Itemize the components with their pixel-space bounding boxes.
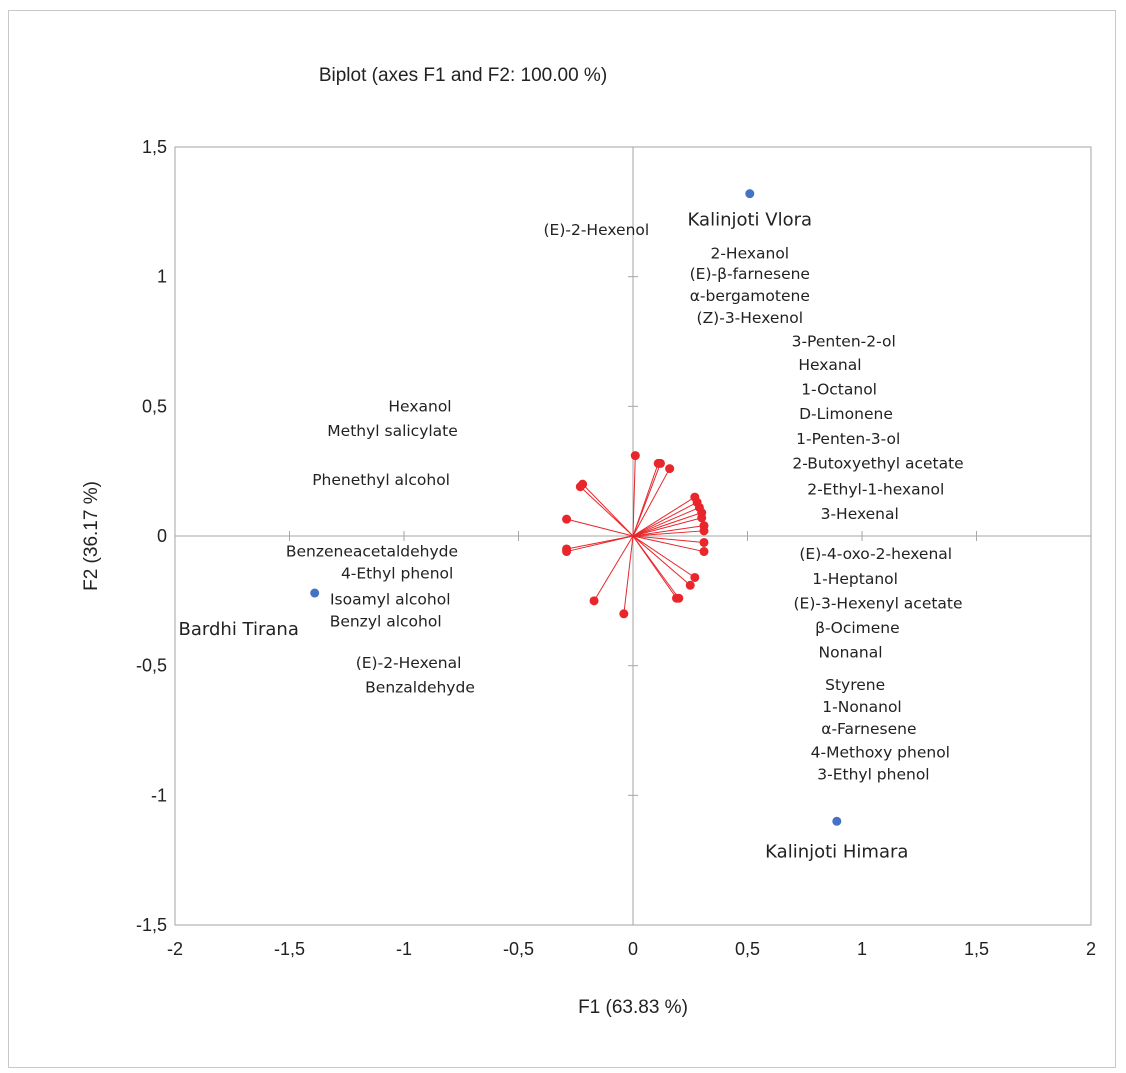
- variable-label: 3-Penten-2-ol: [792, 333, 896, 351]
- variable-label: 2-Ethyl-1-hexanol: [807, 480, 944, 498]
- observations-layer: Kalinjoti Vlora Bardhi Tirana Kalinjoti Hi…: [179, 189, 908, 862]
- variable-label: 1-Heptanol: [812, 570, 898, 588]
- variable-point: [589, 596, 599, 606]
- variable-label: (E)-4-oxo-2-hexenal: [799, 545, 952, 563]
- y-tick-label: 1: [157, 267, 167, 287]
- variable-point: [562, 514, 572, 524]
- variable-label: (E)-2-Hexenol: [544, 221, 650, 239]
- variable-label: Benzaldehyde: [365, 679, 475, 697]
- y-tick-label: 0,5: [142, 396, 167, 416]
- variable-vector: [632, 530, 705, 537]
- variable-label: Benzeneacetaldehyde: [286, 543, 458, 561]
- y-tick-label: 0: [157, 526, 167, 546]
- variable-point: [699, 547, 709, 557]
- variable-point: [630, 451, 640, 461]
- chart-frame: Biplot (axes F1 and F2: 100.00 %) -2 -1,5…: [8, 10, 1116, 1068]
- variable-vector: [623, 535, 634, 614]
- x-axis-title: F1 (63.83 %): [578, 997, 688, 1018]
- variable-point: [575, 482, 585, 492]
- variable-label: (E)-2-Hexenal: [356, 654, 462, 672]
- variable-point: [674, 593, 684, 603]
- variable-label: Hexanol: [388, 397, 451, 415]
- observation-label: Kalinjoti Himara: [765, 841, 908, 862]
- variable-point: [619, 609, 629, 619]
- variable-point: [690, 572, 700, 582]
- x-tick-label: -1,5: [274, 939, 305, 959]
- variable-label: Benzyl alcohol: [330, 613, 442, 631]
- x-tick-label: -2: [167, 939, 183, 959]
- variable-vector: [632, 455, 636, 537]
- y-tick-label: 1,5: [142, 137, 167, 157]
- y-tick-label: -0,5: [136, 656, 167, 676]
- variable-label: 1-Octanol: [801, 380, 877, 398]
- x-tick-label: 0: [628, 939, 638, 959]
- observation-point: [745, 189, 755, 199]
- variable-label: 4-Methoxy phenol: [811, 744, 950, 762]
- variable-label: Nonanal: [819, 644, 883, 662]
- variable-vector: [566, 518, 634, 537]
- variable-point: [699, 537, 709, 547]
- variable-label: Hexanal: [798, 356, 861, 374]
- variable-label: β-Ocimene: [815, 619, 900, 637]
- variable-label: 1-Penten-3-ol: [796, 430, 900, 448]
- variable-point: [699, 526, 709, 536]
- variable-vector: [593, 535, 634, 602]
- variable-vector: [632, 535, 705, 553]
- variable-label: 1-Nonanol: [822, 698, 901, 716]
- variable-point: [665, 464, 675, 474]
- variable-label: (Z)-3-Hexenol: [697, 309, 804, 327]
- y-axis-title: F2 (36.17 %): [81, 481, 102, 591]
- variable-label: Styrene: [825, 676, 885, 694]
- variable-label: Isoamyl alcohol: [330, 591, 451, 609]
- variable-label: 2-Hexanol: [710, 244, 789, 262]
- variable-vector: [632, 535, 680, 599]
- variable-vector: [632, 517, 702, 537]
- variable-label: 3-Hexenal: [821, 505, 899, 523]
- chart-title: Biplot (axes F1 and F2: 100.00 %): [319, 65, 607, 86]
- variable-vector: [582, 483, 634, 537]
- variable-label: (E)-β-farnesene: [690, 265, 810, 283]
- variable-vector: [632, 535, 691, 586]
- variable-vector: [579, 486, 634, 537]
- variable-point: [697, 513, 707, 523]
- variable-point: [685, 580, 695, 590]
- variable-vector: [632, 535, 696, 578]
- variable-vector: [632, 496, 696, 537]
- variable-vector: [632, 512, 702, 537]
- variable-vector: [632, 507, 700, 537]
- variable-vector: [632, 463, 661, 537]
- x-tick-label: -0,5: [503, 939, 534, 959]
- variable-label: (E)-3-Hexenyl acetate: [793, 594, 962, 612]
- observation-label: Bardhi Tirana: [179, 619, 299, 640]
- observation-label: Kalinjoti Vlora: [688, 210, 812, 231]
- variable-label: 2-Butoxyethyl acetate: [792, 454, 963, 472]
- variable-labels-layer: (E)-2-Hexenol 2-Hexanol (E)-β-farnesene α-b…: [286, 221, 964, 784]
- x-tick-label: 2: [1086, 939, 1096, 959]
- variable-label: 3-Ethyl phenol: [817, 766, 929, 784]
- x-tick-label: 1,5: [964, 939, 989, 959]
- variable-label: 4-Ethyl phenol: [341, 565, 453, 583]
- variable-label: Phenethyl alcohol: [312, 471, 450, 489]
- variable-label: α-bergamotene: [690, 287, 810, 305]
- observation-point: [832, 816, 842, 826]
- variable-label: Methyl salicylate: [327, 422, 458, 440]
- x-tick-label: 1: [857, 939, 867, 959]
- x-tick-label: -1: [396, 939, 412, 959]
- variable-point: [655, 458, 665, 468]
- variable-vector: [632, 468, 671, 537]
- variable-vector: [632, 525, 705, 537]
- y-tick-label: -1: [151, 785, 167, 805]
- variable-point: [562, 547, 572, 557]
- x-tick-label: 0,5: [735, 939, 760, 959]
- vectors-layer: [562, 451, 709, 619]
- variable-vector: [632, 501, 698, 537]
- variable-vector: [566, 535, 634, 553]
- variable-label: D-Limonene: [799, 405, 893, 423]
- ticks-layer: -2 -1,5 -1 -0,5 0 0,5 1 1,5 2-1,5-1-0,500,511,5: [136, 137, 1096, 959]
- variable-vector: [632, 535, 705, 543]
- biplot-chart: Biplot (axes F1 and F2: 100.00 %) -2 -1,5…: [81, 65, 1096, 1018]
- y-tick-label: -1,5: [136, 915, 167, 935]
- variable-label: α-Farnesene: [821, 720, 916, 738]
- observation-point: [310, 588, 320, 598]
